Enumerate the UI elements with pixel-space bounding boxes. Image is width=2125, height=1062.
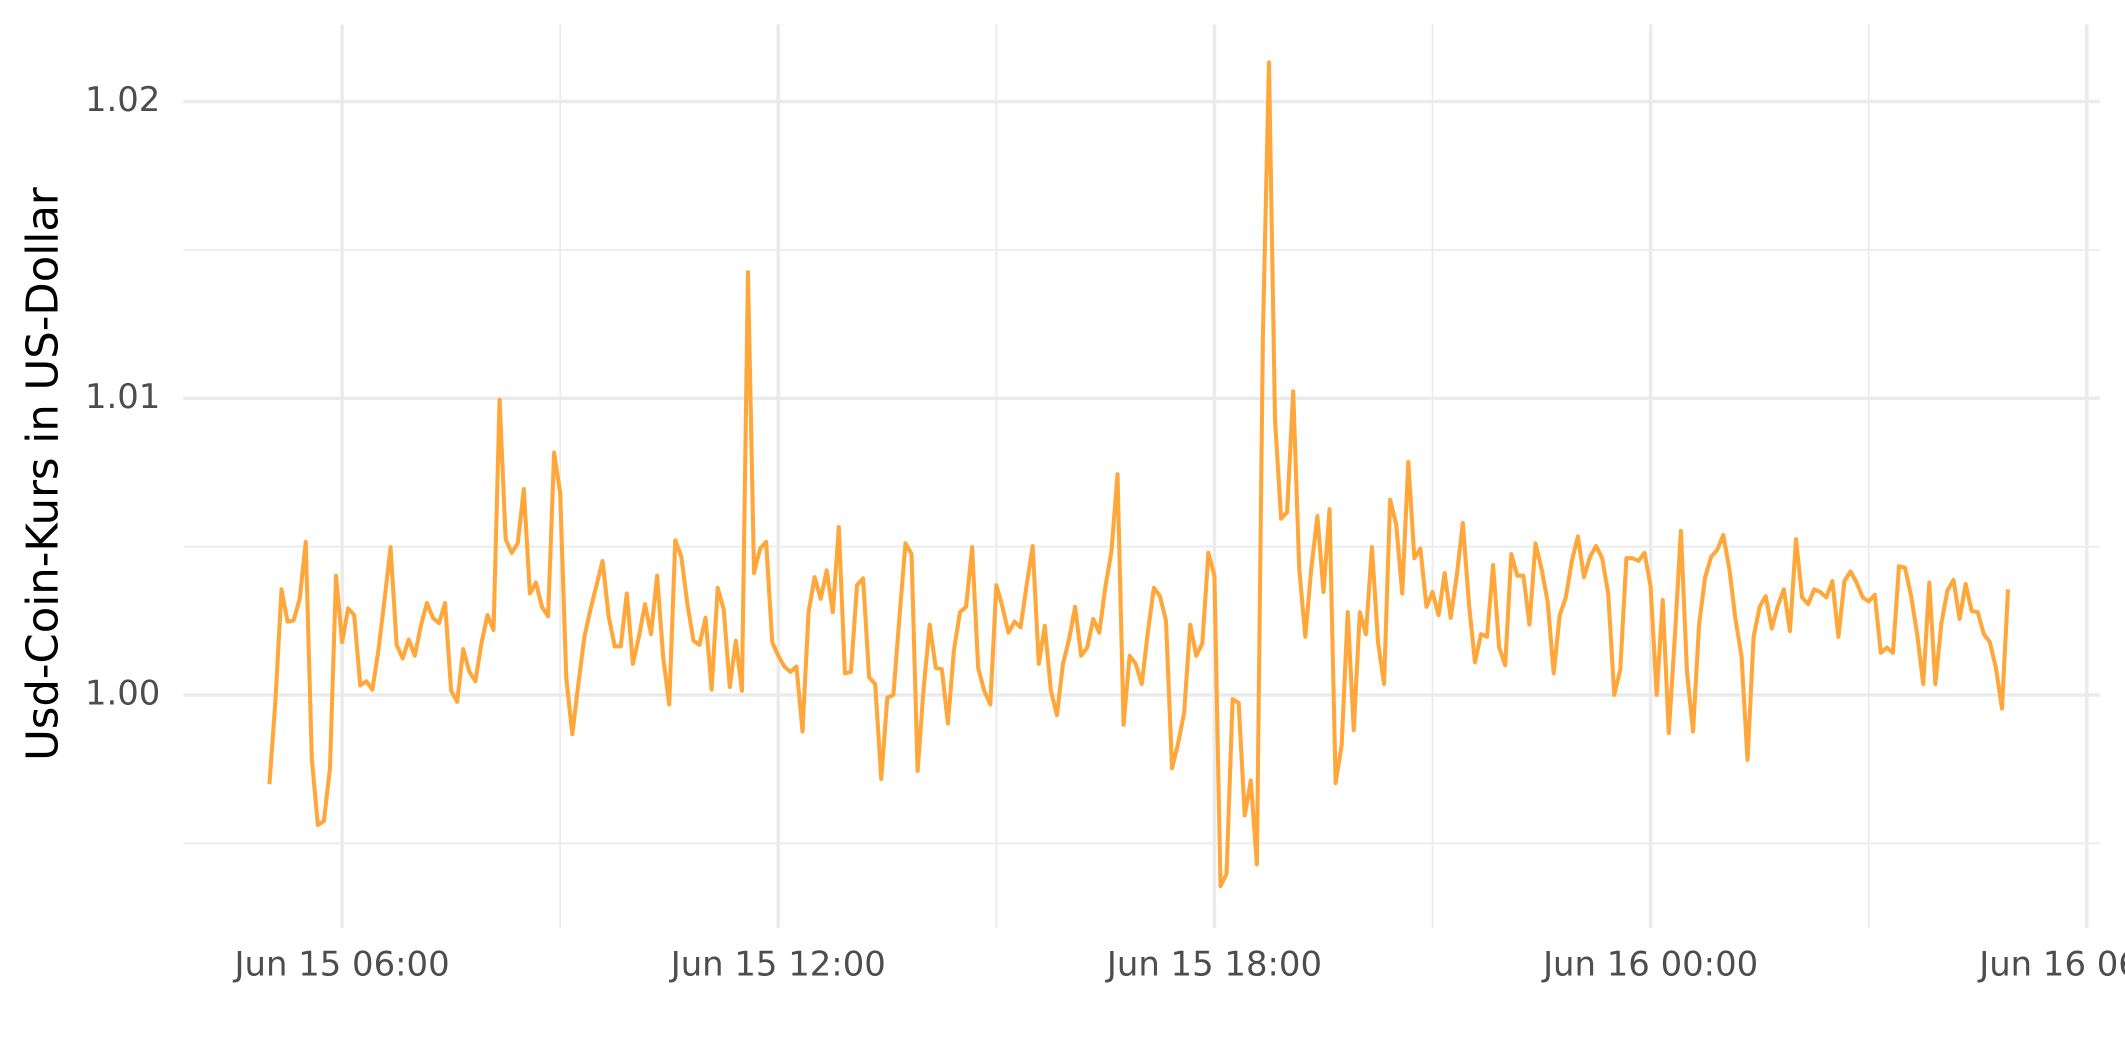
axis-labels: 1.00 1.01 1.02 Jun 15 06:00 Jun 15 12:00 Jun … xyxy=(85,80,2125,983)
y-tick-label: 1.00 xyxy=(85,673,160,712)
grid xyxy=(183,24,2101,928)
x-tick-label: Jun 15 06:00 xyxy=(233,944,450,983)
x-tick-label: Jun 15 12:00 xyxy=(669,944,886,983)
y-tick-label: 1.02 xyxy=(85,80,160,119)
x-tick-label: Jun 15 18:00 xyxy=(1105,944,1322,983)
plot-area xyxy=(267,60,2011,889)
y-axis-title: Usd-Coin-Kurs in US-Dollar xyxy=(18,187,68,761)
x-tick-label: Jun 16 00:00 xyxy=(1541,944,1758,983)
y-tick-label: 1.01 xyxy=(85,377,160,416)
price-line xyxy=(267,60,2011,889)
x-tick-label: Jun 16 06:00 xyxy=(1977,944,2125,983)
